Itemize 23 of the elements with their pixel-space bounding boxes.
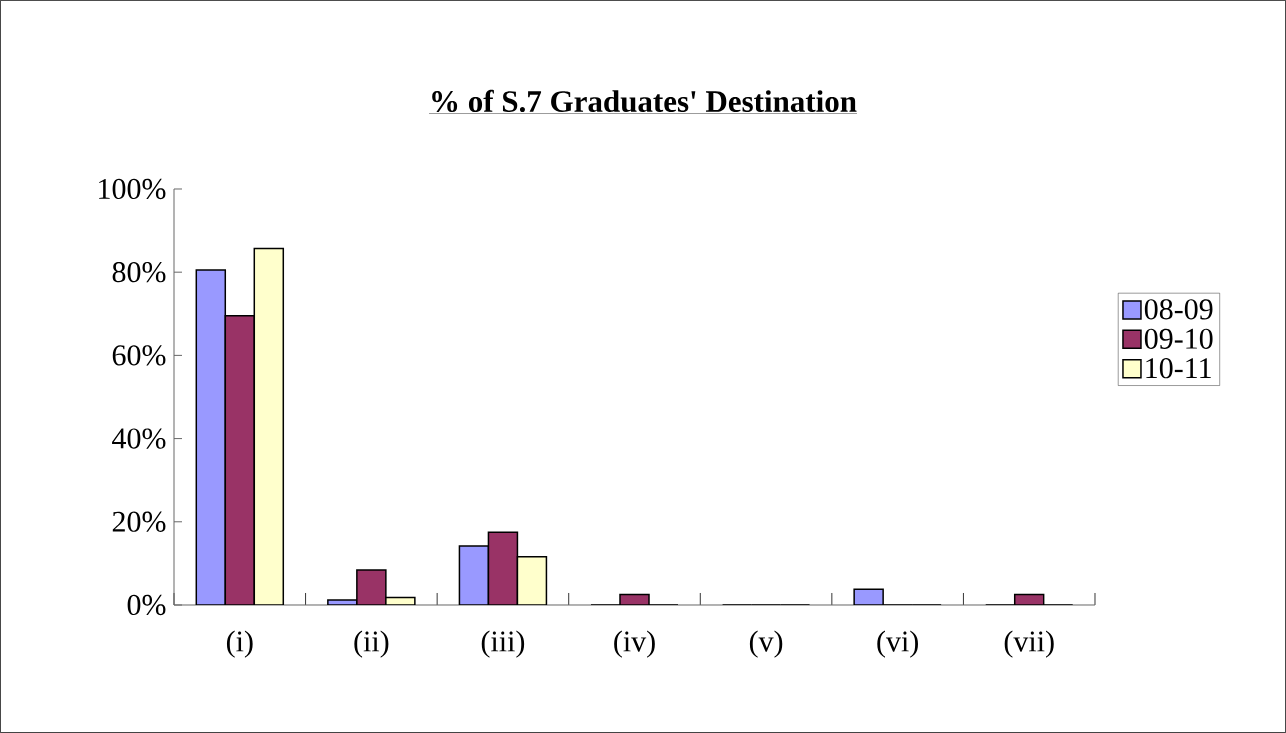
bar (458, 545, 490, 605)
y-tick-label: 20% (112, 511, 166, 532)
y-tick-label: 100% (99, 178, 166, 200)
legend-label: 09-10 (1144, 328, 1213, 349)
x-tick-label: (ii) (354, 630, 389, 658)
x-tick-label: (iii) (481, 630, 525, 658)
x-tick-label: (i) (226, 630, 253, 658)
y-tick-label: 80% (112, 262, 166, 283)
x-tick-label: (iv) (614, 630, 655, 658)
y-tick-label: 60% (112, 345, 166, 366)
x-tick-label: (v) (749, 630, 783, 658)
y-tick-label: 40% (112, 428, 166, 449)
y-tick-label: 0% (127, 594, 166, 616)
chart-title: % of S.7 Graduates' Destination (432, 89, 857, 113)
bar (253, 247, 285, 605)
legend-label: 08-09 (1144, 299, 1213, 320)
bar (224, 315, 256, 605)
legend-label: 10-11 (1146, 358, 1211, 379)
bar (195, 269, 227, 605)
x-tick-label: (vii) (1004, 630, 1054, 658)
bar (516, 555, 548, 605)
bar (487, 531, 519, 605)
x-tick-label: (vi) (877, 630, 918, 658)
